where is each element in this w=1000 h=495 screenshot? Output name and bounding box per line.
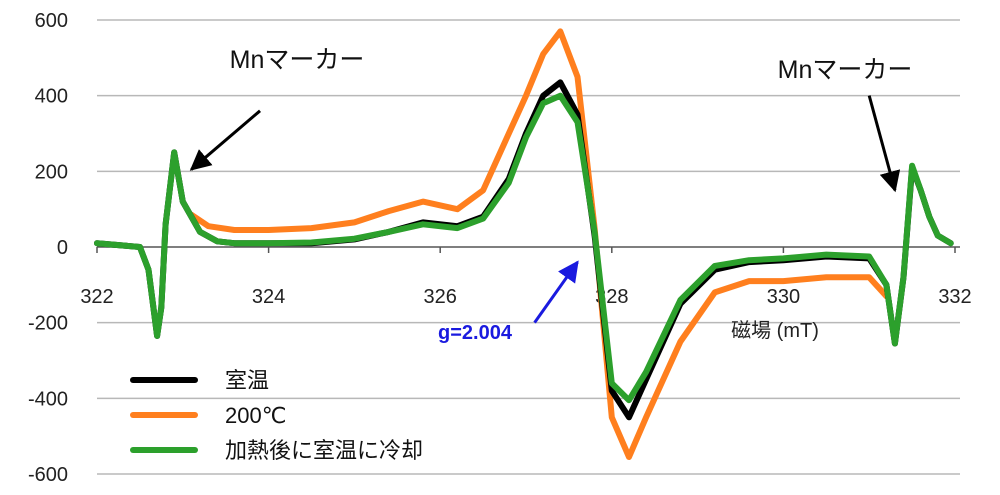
y-tick-label: 200 xyxy=(35,161,68,183)
y-tick-label: -200 xyxy=(28,313,68,335)
legend: 室温 200℃ 加熱後に室温に冷却 xyxy=(130,368,423,463)
series-line xyxy=(188,28,890,460)
x-tick-labels: 322 324 326 328 330 332 xyxy=(80,247,972,308)
y-tick-label: -600 xyxy=(28,464,68,486)
x-tick-label: 326 xyxy=(424,286,457,308)
legend-label: 200℃ xyxy=(225,403,286,428)
legend-label: 加熱後に室温に冷却 xyxy=(225,438,423,463)
annotations: Mnマーカー Mnマーカー g=2.004 xyxy=(189,46,913,344)
legend-label: 室温 xyxy=(225,368,269,393)
series-line xyxy=(94,92,954,404)
x-axis-label: 磁場 (mT) xyxy=(731,319,819,342)
x-tick-label: 324 xyxy=(252,286,285,308)
annotation-label: Mnマーカー xyxy=(778,56,913,84)
annotation-label: g=2.004 xyxy=(438,322,513,344)
annotation-arrow xyxy=(189,109,261,171)
data-series xyxy=(94,28,954,460)
y-tick-label: 400 xyxy=(35,86,68,108)
annotation-label: Mnマーカー xyxy=(230,46,365,74)
y-tick-label: -400 xyxy=(28,388,68,410)
y-tick-label: 0 xyxy=(57,237,68,259)
y-tick-labels: -600 -400 -200 0 200 400 600 xyxy=(28,10,68,486)
annotation-arrow xyxy=(867,95,901,193)
annotation-arrow xyxy=(533,260,579,324)
x-tick-label: 330 xyxy=(767,286,800,308)
y-tick-label: 600 xyxy=(35,10,68,32)
x-tick-label: 322 xyxy=(80,286,113,308)
x-tick-label: 332 xyxy=(938,286,971,308)
